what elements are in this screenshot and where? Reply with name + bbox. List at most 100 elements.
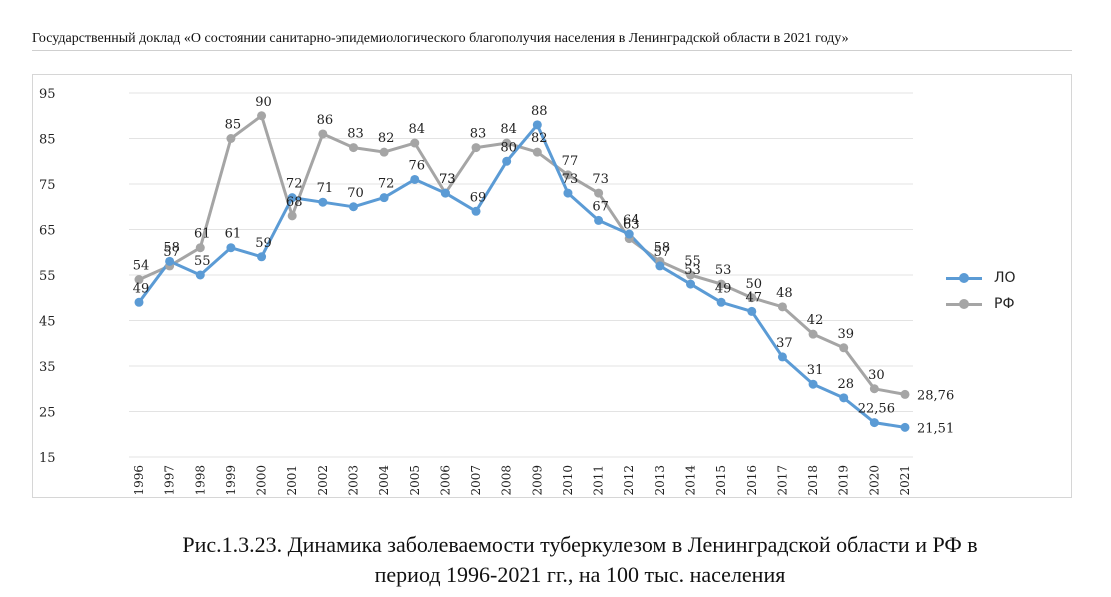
data-label-lo-2015: 49 xyxy=(715,281,732,296)
data-label-rf-1997: 57 xyxy=(163,245,180,260)
data-label-rf-2021: 28,76 xyxy=(917,388,954,403)
series-points xyxy=(134,111,910,432)
legend-label-rf: РФ xyxy=(994,296,1015,312)
data-label-rf-2004: 82 xyxy=(378,131,395,146)
data-label-rf-2003: 83 xyxy=(347,127,364,142)
data-point-lo-2017 xyxy=(777,352,787,362)
data-label-lo-2009: 88 xyxy=(531,104,548,119)
data-label-rf-2020: 30 xyxy=(868,368,885,383)
data-label-rf-2010: 77 xyxy=(562,154,579,169)
data-label-lo-2005: 76 xyxy=(408,158,425,173)
figure-caption: Рис.1.3.23. Динамика заболеваемости тубе… xyxy=(120,530,1040,590)
tuberculosis-line-chart: 15 25 35 45 55 65 75 85 95 1996 1997 1998 1999 2000 2… xyxy=(39,87,954,496)
data-point-rf-2005 xyxy=(410,138,420,148)
data-point-rf-1996 xyxy=(134,275,144,285)
data-point-rf-2014 xyxy=(686,270,696,280)
data-point-lo-2013 xyxy=(655,261,665,271)
data-label-lo-2019: 28 xyxy=(837,377,854,392)
data-label-lo-2020: 22,56 xyxy=(858,402,895,417)
data-label-rf-2008: 84 xyxy=(500,122,517,137)
data-label-rf-2012: 63 xyxy=(623,218,640,233)
data-label-rf-2017: 48 xyxy=(776,286,793,301)
x-tick-label-2011: 2011 xyxy=(592,465,606,496)
data-point-rf-2020 xyxy=(869,384,879,394)
data-label-rf-2001: 68 xyxy=(286,195,303,210)
x-tick-label-1998: 1998 xyxy=(193,465,207,496)
data-point-rf-2021 xyxy=(900,389,910,399)
caption-line-2: период 1996-2021 гг., на 100 тыс. населе… xyxy=(374,562,786,587)
x-tick-label-1999: 1999 xyxy=(224,465,238,496)
data-point-rf-2003 xyxy=(348,143,358,153)
data-point-lo-2015 xyxy=(716,297,726,307)
data-label-rf-1996: 54 xyxy=(133,259,150,274)
data-point-lo-2010 xyxy=(563,188,573,198)
data-point-lo-2016 xyxy=(747,306,757,316)
data-point-lo-1996 xyxy=(134,297,144,307)
data-point-lo-2019 xyxy=(839,393,849,403)
data-label-lo-2001: 72 xyxy=(286,177,303,192)
data-label-rf-1999: 85 xyxy=(225,118,242,133)
x-axis-ticks: 1996 1997 1998 1999 2000 2001 2002 2003 2004 2005… xyxy=(132,465,912,496)
x-tick-label-2003: 2003 xyxy=(346,465,360,496)
series-line-lo xyxy=(137,123,906,429)
data-point-lo-2011 xyxy=(594,215,604,225)
data-label-lo-2003: 70 xyxy=(347,186,364,201)
x-tick-label-2004: 2004 xyxy=(377,465,391,496)
y-tick-label-55: 55 xyxy=(39,269,56,284)
data-point-rf-2004 xyxy=(379,147,389,157)
series-lines xyxy=(137,114,906,429)
data-point-rf-2015 xyxy=(716,279,726,289)
data-label-lo-2013: 57 xyxy=(654,245,671,260)
data-point-rf-1998 xyxy=(195,243,205,253)
data-point-lo-2007 xyxy=(471,206,481,216)
gridlines xyxy=(129,92,913,458)
y-tick-label-95: 95 xyxy=(39,87,56,102)
legend-item-rf: РФ xyxy=(946,291,1016,317)
legend-label-lo: ЛО xyxy=(994,270,1016,286)
data-point-lo-2009 xyxy=(532,120,542,130)
x-tick-label-2000: 2000 xyxy=(255,465,269,496)
data-label-lo-2008: 80 xyxy=(500,140,517,155)
x-tick-label-2014: 2014 xyxy=(684,465,698,496)
legend-swatch-rf xyxy=(946,299,982,309)
x-tick-label-2013: 2013 xyxy=(653,465,667,496)
y-tick-label-65: 65 xyxy=(39,224,56,239)
data-point-lo-2005 xyxy=(410,174,420,184)
data-point-rf-2000 xyxy=(257,111,267,121)
data-point-rf-2019 xyxy=(839,343,849,353)
data-label-rf-2000: 90 xyxy=(255,95,272,110)
data-point-rf-1999 xyxy=(226,134,236,143)
data-point-lo-2021 xyxy=(900,422,910,432)
data-label-rf-2009: 82 xyxy=(531,131,548,146)
data-label-rf-2016: 50 xyxy=(746,277,763,292)
data-point-lo-2014 xyxy=(686,279,696,289)
y-tick-label-45: 45 xyxy=(39,315,56,330)
y-tick-label-75: 75 xyxy=(39,178,56,193)
x-tick-label-2006: 2006 xyxy=(438,465,452,496)
data-point-rf-2009 xyxy=(532,147,542,157)
data-label-lo-2007: 69 xyxy=(470,190,487,205)
data-point-rf-2016 xyxy=(747,293,757,303)
data-label-rf-2007: 83 xyxy=(470,127,487,142)
data-point-lo-2002 xyxy=(318,197,328,207)
data-label-rf-1998: 61 xyxy=(194,227,211,242)
data-point-lo-2018 xyxy=(808,379,818,389)
data-label-rf-2018: 42 xyxy=(807,313,824,328)
data-point-rf-2010 xyxy=(563,170,573,180)
data-label-lo-1999: 61 xyxy=(225,227,242,242)
chart-legend: ЛО РФ xyxy=(946,265,1016,317)
y-tick-label-25: 25 xyxy=(39,406,56,421)
x-tick-label-2001: 2001 xyxy=(285,465,299,496)
x-tick-label-2002: 2002 xyxy=(316,465,330,496)
x-tick-label-2012: 2012 xyxy=(622,465,636,496)
y-tick-label-15: 15 xyxy=(39,451,56,466)
chart-frame: 15 25 35 45 55 65 75 85 95 1996 1997 1998 1999 2000 2… xyxy=(32,74,1072,498)
x-tick-label-2020: 2020 xyxy=(867,465,881,496)
data-point-lo-2012 xyxy=(624,229,634,239)
data-point-rf-2001 xyxy=(287,211,297,221)
series-line-rf xyxy=(138,114,906,396)
data-label-rf-2015: 53 xyxy=(715,263,732,278)
data-point-lo-2008 xyxy=(502,156,512,166)
x-tick-label-2016: 2016 xyxy=(745,465,759,496)
